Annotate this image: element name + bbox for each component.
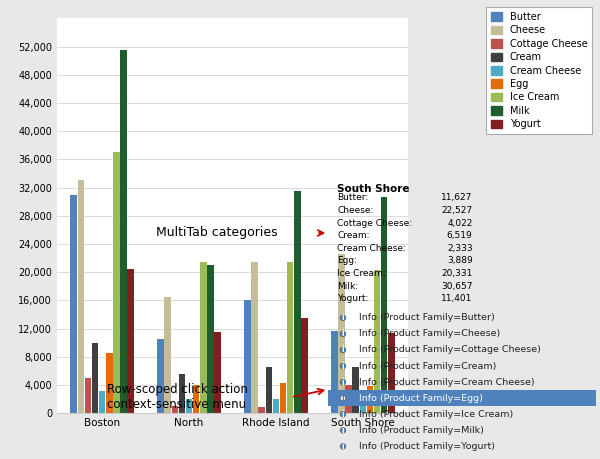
Text: i: i	[341, 442, 344, 451]
Bar	[77, 180, 84, 413]
Text: i: i	[341, 330, 344, 338]
Text: MultiTab categories: MultiTab categories	[157, 226, 278, 240]
Text: Info (Product Family=Butter): Info (Product Family=Butter)	[359, 313, 495, 322]
Ellipse shape	[340, 331, 346, 336]
Ellipse shape	[340, 428, 346, 433]
Text: i: i	[341, 394, 344, 403]
Bar	[367, 386, 373, 413]
Ellipse shape	[340, 412, 346, 417]
Ellipse shape	[340, 380, 346, 385]
Bar	[346, 385, 352, 413]
Text: 11,627: 11,627	[441, 193, 473, 202]
Bar	[251, 262, 258, 413]
Text: Info (Product Family=Egg): Info (Product Family=Egg)	[359, 394, 483, 403]
Text: 30,657: 30,657	[441, 282, 473, 291]
Ellipse shape	[340, 315, 346, 320]
Text: 6,519: 6,519	[447, 231, 473, 240]
Text: i: i	[341, 313, 344, 322]
Text: Info (Product Family=Cream Cheese): Info (Product Family=Cream Cheese)	[359, 378, 535, 386]
Bar	[388, 333, 395, 413]
Text: Info (Product Family=Yogurt): Info (Product Family=Yogurt)	[359, 442, 495, 451]
Legend: Butter, Cheese, Cottage Cheese, Cream, Cream Cheese, Egg, Ice Cream, Milk, Yogur: Butter, Cheese, Cottage Cheese, Cream, C…	[486, 7, 592, 134]
Ellipse shape	[340, 347, 346, 353]
Text: Yogurt:: Yogurt:	[337, 294, 368, 303]
Text: 4,022: 4,022	[447, 218, 473, 228]
Bar	[164, 297, 171, 413]
Bar	[207, 265, 214, 413]
Bar	[172, 406, 178, 413]
Bar	[244, 300, 251, 413]
Text: Info (Product Family=Cream): Info (Product Family=Cream)	[359, 362, 496, 370]
Bar	[280, 383, 286, 413]
Text: i: i	[341, 346, 344, 354]
Bar	[352, 367, 359, 413]
Bar	[70, 195, 77, 413]
Text: Ice Cream:: Ice Cream:	[337, 269, 386, 278]
Bar	[259, 408, 265, 413]
Text: Cottage Cheese:: Cottage Cheese:	[337, 218, 412, 228]
Text: i: i	[341, 362, 344, 370]
Text: i: i	[341, 410, 344, 419]
Bar	[186, 399, 192, 413]
Bar	[331, 331, 338, 413]
Text: Info (Product Family=Ice Cream): Info (Product Family=Ice Cream)	[359, 410, 513, 419]
Bar	[179, 375, 185, 413]
Bar	[85, 378, 91, 413]
Text: Egg:: Egg:	[337, 257, 357, 265]
Bar	[301, 318, 308, 413]
Bar	[266, 367, 272, 413]
Bar	[99, 391, 106, 413]
Bar	[92, 342, 98, 413]
Bar	[193, 385, 199, 413]
Bar	[381, 197, 388, 413]
Ellipse shape	[340, 444, 346, 449]
Text: Cream Cheese:: Cream Cheese:	[337, 244, 406, 253]
Bar	[338, 254, 344, 413]
Bar	[127, 269, 134, 413]
Text: Info (Product Family=Milk): Info (Product Family=Milk)	[359, 426, 484, 435]
Text: Cheese:: Cheese:	[337, 206, 374, 215]
Bar	[121, 50, 127, 413]
Bar	[273, 399, 279, 413]
Bar	[214, 332, 221, 413]
Ellipse shape	[340, 364, 346, 369]
Bar	[359, 397, 366, 413]
Bar	[113, 152, 119, 413]
Bar	[157, 339, 164, 413]
Text: 2,333: 2,333	[447, 244, 473, 253]
Text: Milk:: Milk:	[337, 282, 358, 291]
Text: i: i	[341, 378, 344, 386]
Text: Cream:: Cream:	[337, 231, 370, 240]
Bar	[200, 262, 206, 413]
Bar	[106, 353, 113, 413]
Ellipse shape	[340, 396, 346, 401]
Text: Info (Product Family=Cottage Cheese): Info (Product Family=Cottage Cheese)	[359, 346, 541, 354]
Text: Butter:: Butter:	[337, 193, 368, 202]
Text: South Shore: South Shore	[337, 184, 410, 194]
Text: Info (Product Family=Cheese): Info (Product Family=Cheese)	[359, 330, 500, 338]
Text: i: i	[341, 426, 344, 435]
Bar	[294, 191, 301, 413]
Bar	[287, 262, 293, 413]
Text: 3,889: 3,889	[447, 257, 473, 265]
Text: 22,527: 22,527	[442, 206, 473, 215]
Text: 11,401: 11,401	[441, 294, 473, 303]
Bar	[328, 390, 596, 406]
Text: Row-scoped click action
context-sensitive menu: Row-scoped click action context-sensitiv…	[107, 383, 247, 411]
Bar	[374, 270, 380, 413]
Text: 20,331: 20,331	[441, 269, 473, 278]
